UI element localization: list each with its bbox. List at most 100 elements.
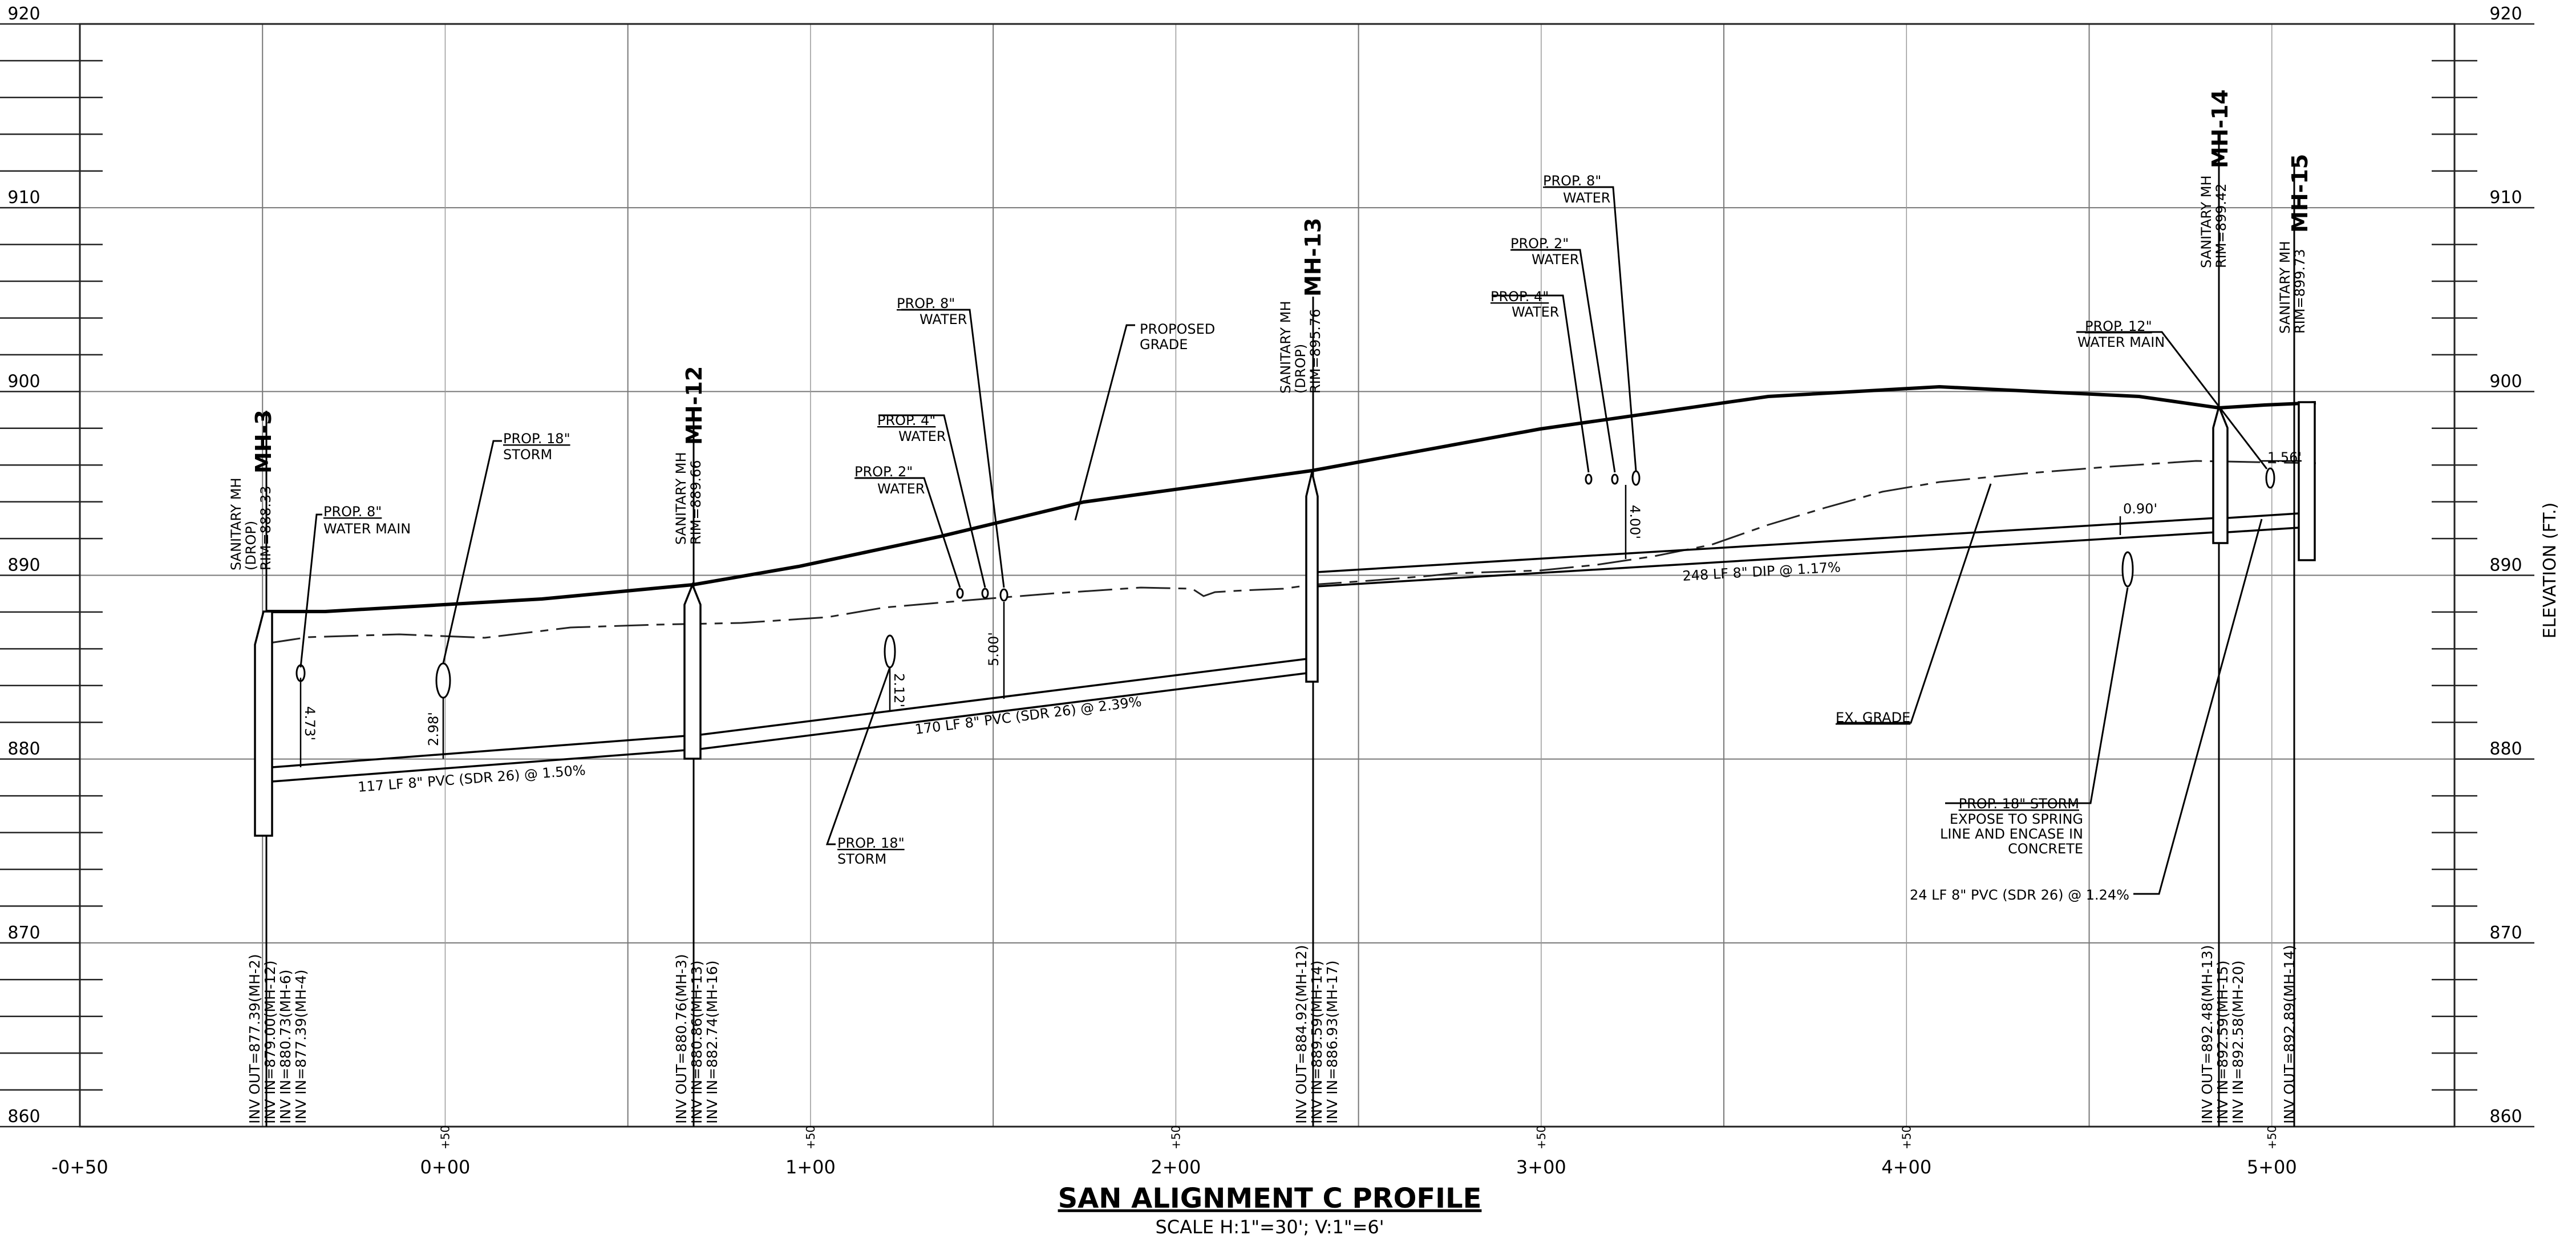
- mh14-invert-3: INV IN=892.58(MH-20): [2230, 961, 2246, 1124]
- callout-water: WATER: [1563, 190, 1610, 206]
- callout-water: WATER: [898, 428, 946, 444]
- callout-water: WATER: [1532, 252, 1579, 268]
- pipe-mh3-mh12: [272, 734, 701, 783]
- elevation-label: 860: [7, 1107, 40, 1127]
- callout-water: WATER: [877, 481, 925, 497]
- water-main-crossing-icon: [2265, 467, 2275, 489]
- storm-crossing-icon: [435, 662, 451, 699]
- station-label: 2+00: [1151, 1156, 1201, 1178]
- callout-water: PROP. 8": [897, 295, 955, 311]
- mh13-invert-2: INV IN=889.59(MH-14): [1309, 961, 1325, 1124]
- callout-storm: STORM: [503, 447, 552, 463]
- drawing-scale: SCALE H:1"=30'; V:1"=6': [1155, 1216, 1384, 1238]
- pipe-mh14-mh15: [2227, 512, 2299, 533]
- grid: [80, 24, 2455, 1127]
- callout-storm-encase: EXPOSE TO SPRING: [1950, 811, 2083, 827]
- station-label: 5+00: [2247, 1156, 2297, 1178]
- station-label: 1+00: [785, 1156, 836, 1178]
- mh3-invert-1: INV OUT=877.39(MH-2): [246, 954, 263, 1124]
- mh15-desc: SANITARY MH: [2277, 241, 2293, 334]
- mh13-label: MH-13: [1301, 218, 1326, 297]
- dimension-label: 0.90': [2123, 501, 2157, 517]
- mh14-invert-1: INV OUT=892.48(MH-13): [2199, 945, 2215, 1124]
- storm-crossing-icon: [2121, 551, 2134, 588]
- callout-water: PROP. 4": [877, 412, 935, 428]
- mh13-structure: [1305, 472, 1319, 683]
- storm-crossing-icon: [884, 634, 896, 669]
- elevation-labels-left: 920 910 900 890 880 870 860: [7, 4, 40, 1127]
- elevation-label: 890: [2489, 556, 2522, 576]
- callout-storm-encase: CONCRETE: [2008, 841, 2083, 857]
- callout-leaders: [299, 186, 2268, 895]
- mh3-invert-2: INV IN=879.00(MH-12): [262, 961, 278, 1124]
- mh12-invert-3: INV IN=882.74(MH-16): [704, 961, 720, 1124]
- mh3-invert-3: INV IN=880.73(MH-6): [277, 970, 294, 1124]
- elevation-label: 900: [7, 371, 40, 391]
- mh12-label: MH-12: [682, 366, 707, 445]
- dimension-label: 5.00': [986, 632, 1002, 666]
- elevation-axis-label: ELEVATION (FT.): [2540, 503, 2560, 639]
- callout-water: PROP. 2": [854, 464, 913, 480]
- pipe-label: 170 LF 8" PVC (SDR 26) @ 2.39%: [914, 694, 1143, 738]
- elevation-label: 880: [2489, 739, 2522, 759]
- water-crossing-icon: [999, 588, 1008, 602]
- callout-water-main: WATER MAIN: [2077, 334, 2165, 350]
- mh15-invert-1: INV OUT=892.89(MH-14): [2281, 945, 2298, 1124]
- station-label: 3+00: [1516, 1156, 1566, 1178]
- elevation-label: 870: [7, 923, 40, 943]
- water-crossing-icon: [1585, 473, 1593, 485]
- dimension-label: 2.12': [891, 673, 907, 707]
- elevation-label: 900: [2489, 371, 2522, 391]
- callout-storm: PROP. 18": [837, 835, 905, 851]
- callout-water: WATER: [1512, 304, 1559, 320]
- callout-water: PROP. 2": [1510, 236, 1569, 252]
- callout-proposed-grade: GRADE: [1140, 337, 1188, 353]
- water-crossing-icon: [981, 588, 989, 599]
- half-station-label: +50: [2265, 1125, 2279, 1149]
- station-labels: -0+500+001+002+003+004+005+006+00+50+50+…: [51, 1125, 2297, 1178]
- dimension-label: 4.73': [302, 706, 318, 740]
- elevation-labels-right: 920 910 900 890 880 870 860: [2489, 4, 2522, 1127]
- half-station-label: +50: [804, 1125, 817, 1149]
- callout-water: PROP. 8": [1543, 173, 1601, 189]
- drawing-title: SAN ALIGNMENT C PROFILE: [1058, 1183, 1482, 1214]
- elevation-label: 920: [7, 4, 40, 24]
- dimension-label: 1.56': [2267, 450, 2302, 465]
- callout-water-main: PROP. 12": [2085, 318, 2152, 334]
- callout-water-main: PROP. 8": [323, 504, 382, 520]
- elevation-label: 860: [2489, 1107, 2522, 1127]
- water-crossing-icon: [1631, 470, 1641, 486]
- half-station-label: +50: [438, 1125, 452, 1149]
- station-label: 4+00: [1881, 1156, 1931, 1178]
- mh13-invert-3: INV IN=886.93(MH-17): [1324, 961, 1340, 1124]
- station-label: -0+50: [51, 1156, 108, 1178]
- frame: [0, 23, 2534, 1128]
- elevation-label: 920: [2489, 4, 2522, 24]
- callout-water-main: WATER MAIN: [323, 521, 411, 537]
- elevation-label: 910: [2489, 188, 2522, 208]
- callout-storm-encase: PROP. 18" STORM: [1959, 796, 2079, 812]
- mh14-rim: RIM=899.42: [2213, 183, 2229, 268]
- elevation-label: 910: [7, 188, 40, 208]
- callout-water: PROP. 4": [1490, 289, 1549, 305]
- mh3-invert-4: INV IN=877.39(MH-4): [293, 970, 309, 1124]
- dimension-label: 2.98': [426, 712, 442, 746]
- mh14-structure: [2212, 403, 2229, 544]
- mh14-label: MH-14: [2208, 90, 2233, 168]
- callout-water: WATER: [920, 311, 967, 327]
- mh3-rim: RIM=888.33: [258, 485, 274, 570]
- station-label: 0+00: [420, 1156, 471, 1178]
- mh12-invert-1: INV OUT=880.76(MH-3): [673, 954, 690, 1124]
- mh3-structure: [254, 610, 273, 837]
- elevation-label: 890: [7, 556, 40, 576]
- mh14-invert-2: INV IN=892.59(MH-15): [2214, 961, 2231, 1124]
- elevation-label: 870: [2489, 923, 2522, 943]
- callout-storm-encase: LINE AND ENCASE IN: [1940, 826, 2083, 842]
- mh13-desc: (DROP): [1293, 344, 1309, 394]
- pipe-label: 24 LF 8" PVC (SDR 26) @ 1.24%: [1910, 887, 2129, 903]
- half-station-label: +50: [1169, 1125, 1182, 1149]
- mh3-label: MH-3: [251, 410, 276, 473]
- mh12-structure: [683, 582, 702, 760]
- callout-existing-grade: EX. GRADE: [1836, 710, 1910, 726]
